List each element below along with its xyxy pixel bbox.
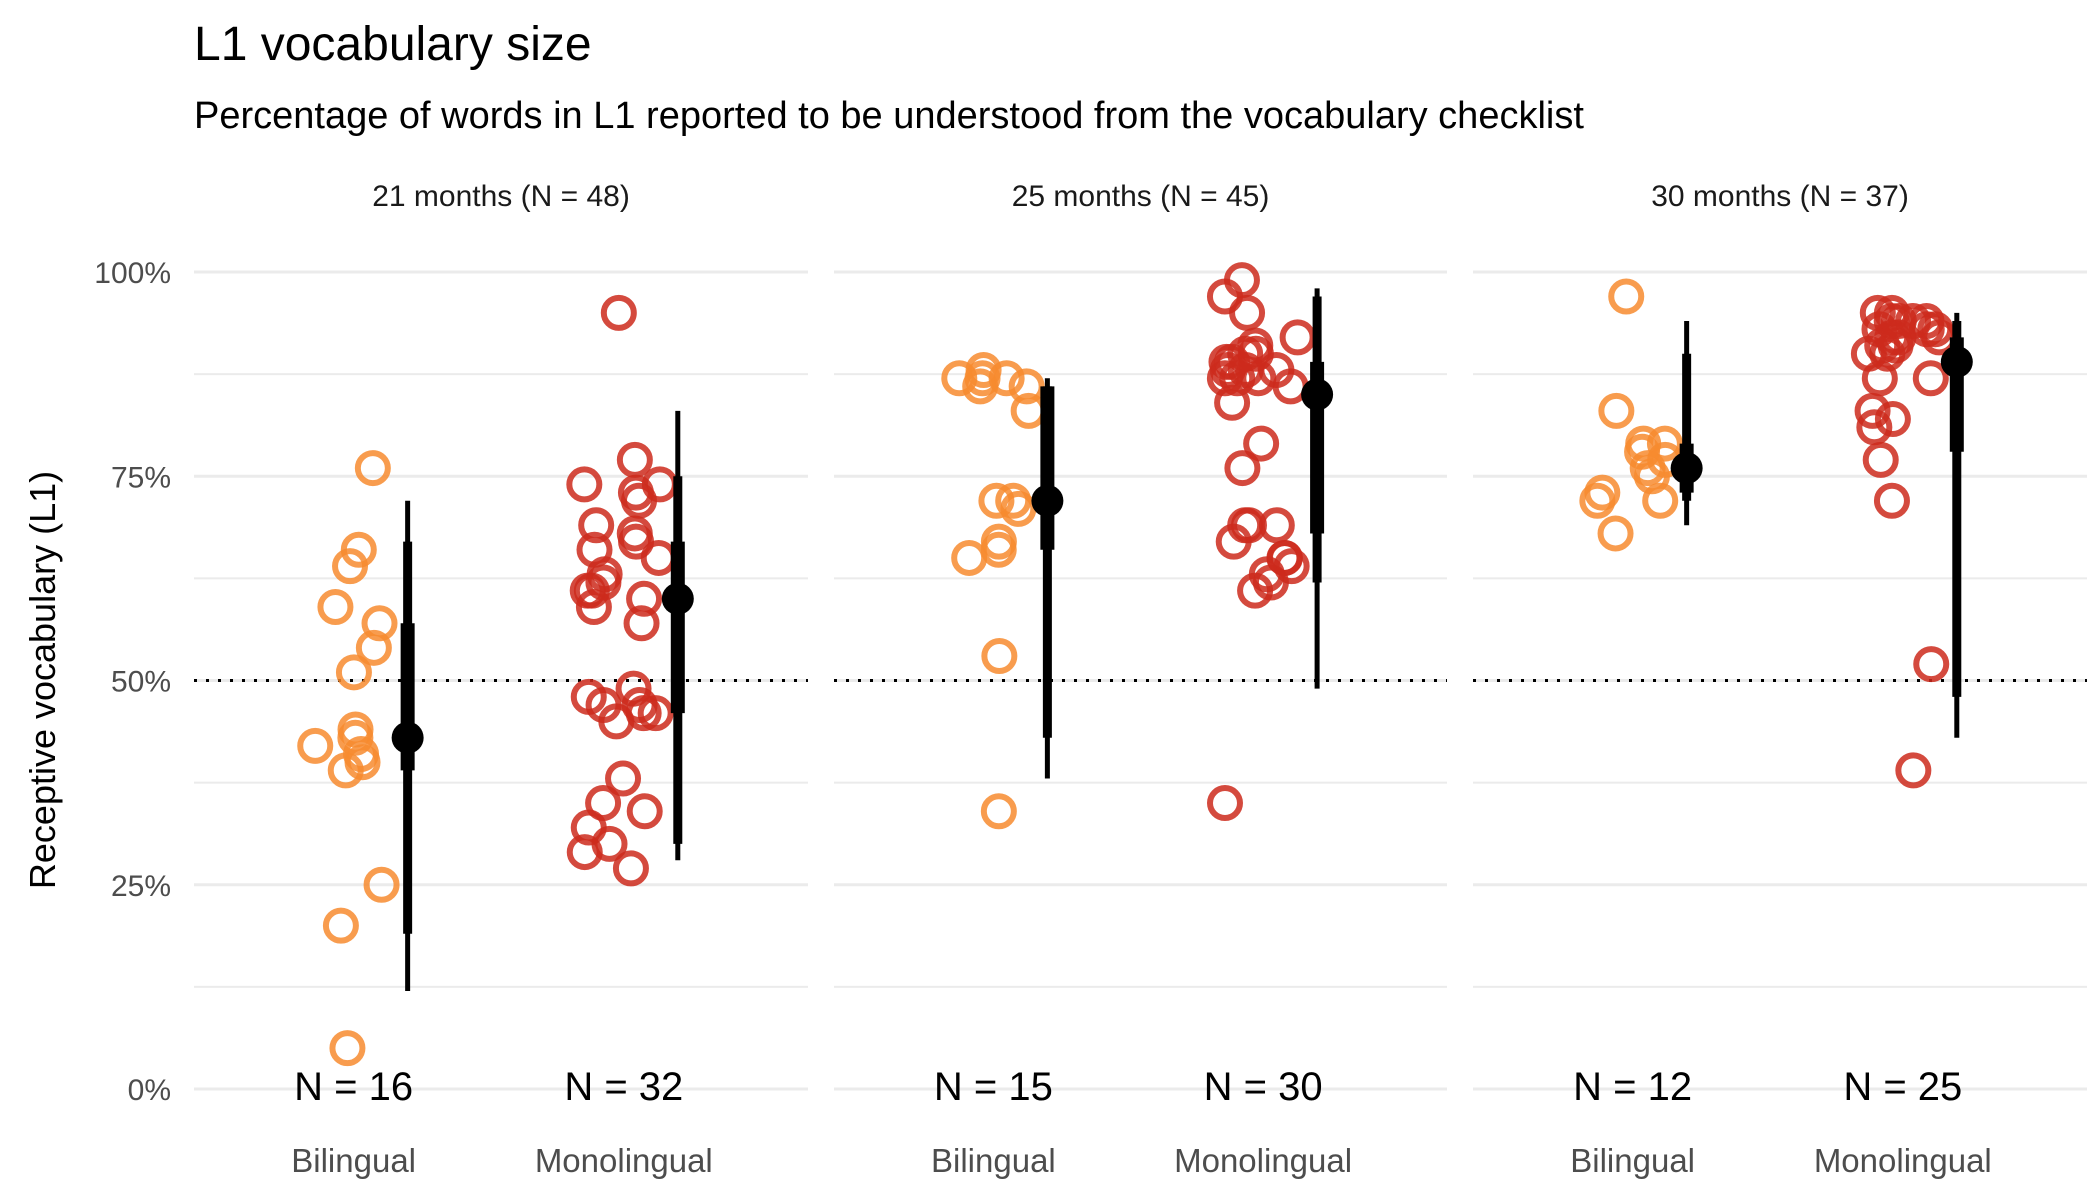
data-point xyxy=(329,1030,366,1067)
group-n-label: N = 30 xyxy=(1204,1065,1323,1109)
data-point xyxy=(1248,556,1285,593)
data-point xyxy=(322,907,359,944)
group-n-label: N = 25 xyxy=(1843,1065,1962,1109)
data-point xyxy=(1861,360,1898,397)
facet-label: 30 months (N = 37) xyxy=(1651,180,1909,213)
data-point xyxy=(354,450,391,487)
x-tick-label: Monolingual xyxy=(1174,1142,1352,1179)
data-point xyxy=(965,352,1002,389)
data-point xyxy=(978,482,1015,519)
data-point xyxy=(566,466,603,503)
data-point xyxy=(1579,482,1616,519)
x-tick-label: Bilingual xyxy=(1570,1142,1695,1179)
data-point xyxy=(1873,482,1910,519)
data-point xyxy=(600,294,637,331)
data-point xyxy=(618,523,655,560)
data-point xyxy=(332,548,369,585)
group-n-label: N = 12 xyxy=(1573,1065,1692,1109)
data-point xyxy=(1862,441,1899,478)
data-point xyxy=(616,441,653,478)
data-point xyxy=(1598,392,1635,429)
data-point xyxy=(317,588,354,625)
data-point xyxy=(605,760,642,797)
median-point xyxy=(1940,345,1973,378)
y-tick-label: 100% xyxy=(94,257,171,290)
chart-title: L1 vocabulary size xyxy=(194,18,592,71)
group-n-label: N = 32 xyxy=(564,1065,683,1109)
data-point xyxy=(612,850,649,887)
data-point xyxy=(988,360,1025,397)
data-point xyxy=(1279,319,1316,356)
y-tick-label: 0% xyxy=(128,1074,171,1107)
median-point xyxy=(1301,378,1334,411)
data-point xyxy=(995,482,1032,519)
x-tick-label: Bilingual xyxy=(931,1142,1056,1179)
data-point xyxy=(361,605,398,642)
data-point xyxy=(1854,392,1891,429)
data-point xyxy=(355,629,392,666)
data-point xyxy=(620,482,657,519)
data-point xyxy=(344,744,381,781)
data-point xyxy=(1856,409,1893,446)
data-point xyxy=(1913,646,1950,683)
data-point xyxy=(1266,539,1303,576)
data-point xyxy=(1206,785,1243,822)
median-point xyxy=(1031,484,1064,517)
data-point xyxy=(578,507,615,544)
data-point xyxy=(363,866,400,903)
data-point xyxy=(1224,450,1261,487)
data-point xyxy=(1230,507,1267,544)
data-point xyxy=(585,785,622,822)
y-axis-title: Receptive vocabulary (L1) xyxy=(22,471,63,889)
x-tick-label: Bilingual xyxy=(291,1142,416,1179)
data-point xyxy=(1214,343,1251,380)
chart-subtitle: Percentage of words in L1 reported to be… xyxy=(194,95,1584,137)
data-point xyxy=(1214,384,1251,421)
facet-panel: 21 months (N = 48) N = 16 Bilingual N = 32 M… xyxy=(194,180,808,1179)
data-point xyxy=(1608,278,1645,315)
data-point xyxy=(626,580,663,617)
data-point xyxy=(337,719,374,756)
data-point xyxy=(951,539,988,576)
facet-label: 21 months (N = 48) xyxy=(372,180,630,213)
data-point xyxy=(980,793,1017,830)
plot-area: 0% 25% 50% 75% 100% 21 months (N = 48) N = 16 B… xyxy=(94,180,2087,1179)
data-point xyxy=(585,564,622,601)
data-point xyxy=(1625,425,1662,462)
y-tick-label: 25% xyxy=(111,870,171,903)
facet-panel: 30 months (N = 37) N = 12 Bilingual N = 25 M… xyxy=(1473,180,2087,1179)
data-point xyxy=(637,695,674,732)
data-point xyxy=(1861,311,1898,348)
y-tick-label: 50% xyxy=(111,666,171,699)
data-point xyxy=(981,637,1018,674)
data-point xyxy=(626,793,663,830)
data-point xyxy=(623,605,660,642)
data-point xyxy=(585,687,622,724)
facet-panel: 25 months (N = 45) N = 15 Bilingual N = 30 M… xyxy=(834,180,1447,1179)
median-point xyxy=(661,582,694,615)
median-point xyxy=(391,721,424,754)
x-tick-label: Monolingual xyxy=(535,1142,713,1179)
data-point xyxy=(1243,425,1280,462)
data-point xyxy=(1633,458,1670,495)
data-point xyxy=(297,727,334,764)
x-tick-label: Monolingual xyxy=(1814,1142,1992,1179)
median-point xyxy=(1670,452,1703,485)
data-point xyxy=(1597,515,1634,552)
data-point xyxy=(1895,752,1932,789)
data-point xyxy=(327,752,364,789)
data-point xyxy=(1229,294,1266,331)
data-point xyxy=(1880,303,1917,340)
group-n-label: N = 16 xyxy=(294,1065,413,1109)
data-point xyxy=(1874,401,1911,438)
group-n-label: N = 15 xyxy=(934,1065,1053,1109)
data-point xyxy=(640,539,677,576)
data-point xyxy=(335,654,372,691)
data-point xyxy=(1206,360,1243,397)
facet-label: 25 months (N = 45) xyxy=(1012,180,1270,213)
data-point xyxy=(566,834,603,871)
data-point xyxy=(1912,360,1949,397)
y-tick-label: 75% xyxy=(111,461,171,494)
